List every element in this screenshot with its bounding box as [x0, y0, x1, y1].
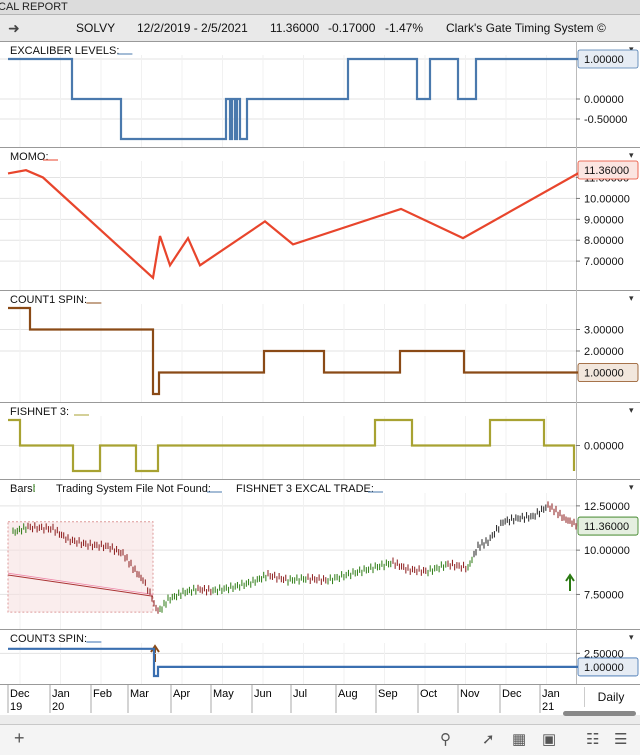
y-tick-label: 3.00000 [584, 325, 624, 337]
panel-menu-icon: ▾ [629, 405, 634, 415]
change-percent-label: -1.47% [385, 21, 424, 35]
chart-toolbar: ➜ SOLVY 12/2/2019 - 2/5/2021 11.36000 -0… [0, 15, 640, 42]
x-year-label: 21 [542, 701, 554, 713]
panel-icon[interactable]: ▣ [542, 731, 557, 748]
value-tag-label-count1: 1.00000 [584, 368, 624, 380]
y-tick-label: 0.00000 [584, 94, 624, 106]
y-tick-label: 7.00000 [584, 256, 624, 268]
value-tag-label-excal: 1.00000 [584, 54, 624, 66]
window-title: CAL REPORT [0, 1, 68, 13]
panel-menu-icon: ▾ [629, 482, 634, 492]
x-tick-label: Nov [460, 688, 480, 700]
panel-menu-icon: ▾ [629, 632, 634, 642]
y-tick-label: 9.00000 [584, 214, 624, 226]
x-tick-label: Dec [502, 688, 522, 700]
value-tag-momo [577, 160, 639, 180]
x-tick-label: Sep [378, 688, 398, 700]
x-tick-label: Jun [254, 688, 272, 700]
arrow-right-icon[interactable]: ➜ [8, 20, 20, 36]
y-tick-label: 0.00000 [584, 441, 624, 453]
legend-fishnet-excal-trade: FISHNET 3 EXCAL TRADE: [236, 483, 374, 495]
y-tick-label: 12.50000 [584, 501, 630, 513]
trend-line [7, 574, 154, 597]
legend-trading-system: Trading System File Not Found: [56, 483, 211, 495]
value-tag-label-count3: 1.00000 [584, 662, 624, 674]
trend-line-icon[interactable]: ➚ [482, 731, 495, 748]
series-line-count3 [8, 647, 584, 678]
value-tag-count3 [577, 657, 639, 677]
value-tag-label-price: 11.36000 [584, 521, 629, 533]
series-line-count1 [8, 306, 584, 396]
panel-title-momo: MOMO: [10, 151, 49, 163]
x-axis-svg: Dec Jan Feb Mar Apr May Jun Jul Aug Sep Oct Nov Dec J… [7, 685, 560, 713]
bottom-toolbar: + ⚲ ➚ ▦ ▣ ☷ ☰ [0, 724, 640, 755]
exit-arrow-icon [565, 573, 575, 591]
last-price-label: 11.36000 [270, 21, 320, 35]
x-year-label: 20 [52, 701, 64, 713]
x-tick-label: Jul [293, 688, 307, 700]
value-tag-excal [577, 49, 639, 69]
x-tick-label: Apr [173, 688, 190, 700]
y-tick-label: 2.50000 [584, 648, 624, 660]
highlight-box [7, 521, 154, 613]
x-tick-label: May [213, 688, 234, 700]
y-tick-label: 7.50000 [584, 589, 624, 601]
interval-selector[interactable]: Daily [584, 687, 637, 707]
x-year-label: 19 [10, 701, 22, 713]
add-icon[interactable]: + [14, 728, 25, 748]
x-tick-label: Jan [52, 688, 70, 700]
symbol-label: SOLVY [76, 21, 116, 35]
panel-title-count1: COUNT1 SPIN: [10, 294, 87, 306]
horizontal-scrollbar[interactable] [563, 711, 636, 716]
system-name-label: Clark's Gate Timing System © [446, 21, 606, 35]
y-tick-label: 8.00000 [584, 235, 624, 247]
panel-menu-icon: ▾ [629, 44, 634, 54]
panel-title-count3: COUNT3 SPIN: [10, 633, 87, 645]
series-line-fishnet [8, 418, 576, 473]
grid-icon[interactable]: ▦ [512, 731, 527, 748]
y-tick-label: -0.50000 [584, 114, 627, 126]
change-label: -0.17000 [328, 21, 376, 35]
panel-menu-icon: ▾ [629, 150, 634, 160]
x-tick-label: Oct [420, 688, 437, 700]
chart-svg[interactable]: ▾ 1.00000 0.00000 -0.50000 EXCALIBER LEVELS:… [0, 41, 640, 684]
value-tag-count1 [577, 363, 639, 382]
y-tick-label: 10.00000 [584, 193, 630, 205]
x-tick-label: Jan [542, 688, 560, 700]
legend-bars: Bars: [10, 483, 36, 495]
y-tick-label: 10.00000 [584, 545, 630, 557]
x-tick-label: Feb [93, 688, 112, 700]
value-tag-price [577, 516, 639, 536]
panel-title-fishnet: FISHNET 3: [10, 406, 69, 418]
x-axis-bar: Dec Jan Feb Mar Apr May Jun Jul Aug Sep Oct Nov Dec J… [0, 684, 640, 715]
x-tick-label: Dec [10, 688, 30, 700]
x-tick-label: Aug [338, 688, 358, 700]
panel-menu-icon: ▾ [629, 293, 634, 303]
trend-line-2 [7, 572, 154, 595]
value-tag-label-momo: 11.36000 [584, 165, 629, 177]
chart-area[interactable]: ▾ 1.00000 0.00000 -0.50000 EXCALIBER LEVELS:… [0, 41, 640, 684]
search-icon[interactable]: ⚲ [440, 731, 451, 748]
list-icon[interactable]: ☰ [614, 731, 628, 748]
date-range-label: 12/2/2019 - 2/5/2021 [137, 21, 248, 35]
series-line-momo [7, 169, 585, 280]
book-icon[interactable]: ☷ [586, 731, 600, 748]
y-tick-label: 2.00000 [584, 346, 624, 358]
x-tick-label: Mar [130, 688, 149, 700]
window-titlebar: CAL REPORT [0, 0, 640, 15]
series-line-excal [8, 57, 584, 141]
panel-title-excal: EXCALIBER LEVELS: [10, 45, 119, 57]
